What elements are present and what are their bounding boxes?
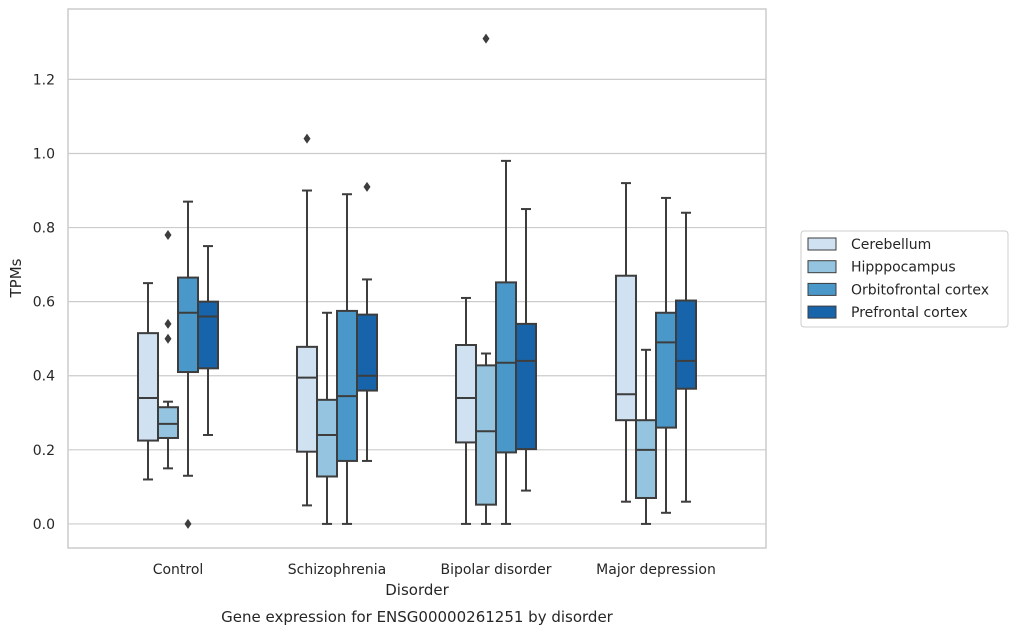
outlier-point — [184, 518, 192, 529]
box-iqr — [197, 300, 219, 370]
legend-frame — [800, 230, 1009, 328]
y-tick-label: 0.8 — [33, 221, 55, 237]
box-iqr — [655, 311, 677, 429]
legend-swatch — [807, 282, 837, 296]
box-iqr — [495, 281, 517, 454]
legend-swatch — [807, 305, 837, 319]
box-iqr — [316, 398, 338, 478]
y-tick-labels: 0.0 0.2 0.4 0.6 0.8 1.0 1.2 — [33, 72, 55, 533]
legend: Cerebellum Hipppocampus Orbitofrontal cort… — [800, 230, 1009, 328]
box-hipppocampus-major-depression — [635, 348, 657, 525]
box-prefrontal-cortex-major-depression — [675, 211, 697, 503]
y-axis-title: TPMs — [7, 258, 25, 298]
box-iqr — [615, 274, 637, 422]
box-orbitofrontal-cortex-schizophrenia — [336, 193, 358, 525]
box-iqr — [635, 419, 657, 499]
outlier-point — [363, 181, 371, 192]
box-iqr — [336, 309, 358, 462]
x-tick-label: Major depression — [596, 562, 716, 578]
y-tick-label: 0.2 — [33, 443, 55, 459]
boxes-layer — [137, 33, 697, 529]
box-orbitofrontal-cortex-bipolar-disorder — [495, 159, 517, 525]
box-iqr — [675, 299, 697, 390]
legend-label: Hipppocampus — [851, 260, 956, 276]
plot-frame — [67, 8, 767, 549]
y-tick-label: 0.0 — [33, 517, 55, 533]
x-axis-title: Disorder — [385, 581, 449, 599]
box-orbitofrontal-cortex-major-depression — [655, 196, 677, 514]
legend-label: Cerebellum — [851, 237, 931, 253]
box-hipppocampus-control — [157, 229, 179, 470]
box-cerebellum-major-depression — [615, 182, 637, 503]
box-cerebellum-control — [137, 282, 159, 481]
box-iqr — [475, 364, 497, 506]
outlier-point — [164, 318, 172, 329]
outlier-point — [164, 229, 172, 240]
box-iqr — [137, 332, 159, 442]
y-tick-label: 0.4 — [33, 369, 55, 385]
box-orbitofrontal-cortex-control — [177, 200, 199, 529]
box-iqr — [157, 406, 179, 439]
y-tick-label: 0.6 — [33, 295, 55, 311]
box-iqr — [455, 343, 477, 444]
legend-swatch — [807, 260, 837, 274]
box-iqr — [515, 322, 537, 451]
x-tick-label: Bipolar disorder — [440, 562, 551, 578]
box-cerebellum-schizophrenia — [296, 133, 318, 507]
x-tick-label: Schizophrenia — [288, 562, 386, 578]
box-iqr — [177, 276, 199, 374]
box-prefrontal-cortex-control — [197, 245, 219, 437]
box-hipppocampus-bipolar-disorder — [475, 33, 497, 525]
outlier-point — [303, 133, 311, 144]
outlier-point — [164, 333, 172, 344]
box-iqr — [356, 313, 378, 392]
chart-caption: Gene expression for ENSG00000261251 by d… — [221, 608, 614, 626]
legend-label: Orbitofrontal cortex — [851, 282, 989, 298]
box-cerebellum-bipolar-disorder — [455, 296, 477, 525]
box-hipppocampus-schizophrenia — [316, 311, 338, 525]
y-tick-label: 1.0 — [33, 146, 55, 162]
y-tick-label: 1.2 — [33, 72, 55, 88]
x-tick-label: Control — [153, 562, 204, 578]
grid-layer — [68, 78, 766, 525]
box-iqr — [296, 345, 318, 453]
x-tick-labels: Control Schizophrenia Bipolar disorder Majo… — [153, 562, 716, 578]
legend-label: Prefrontal cortex — [851, 305, 968, 321]
outlier-point — [482, 33, 490, 44]
box-prefrontal-cortex-schizophrenia — [356, 181, 378, 462]
box-prefrontal-cortex-bipolar-disorder — [515, 208, 537, 492]
legend-swatch — [807, 237, 837, 251]
